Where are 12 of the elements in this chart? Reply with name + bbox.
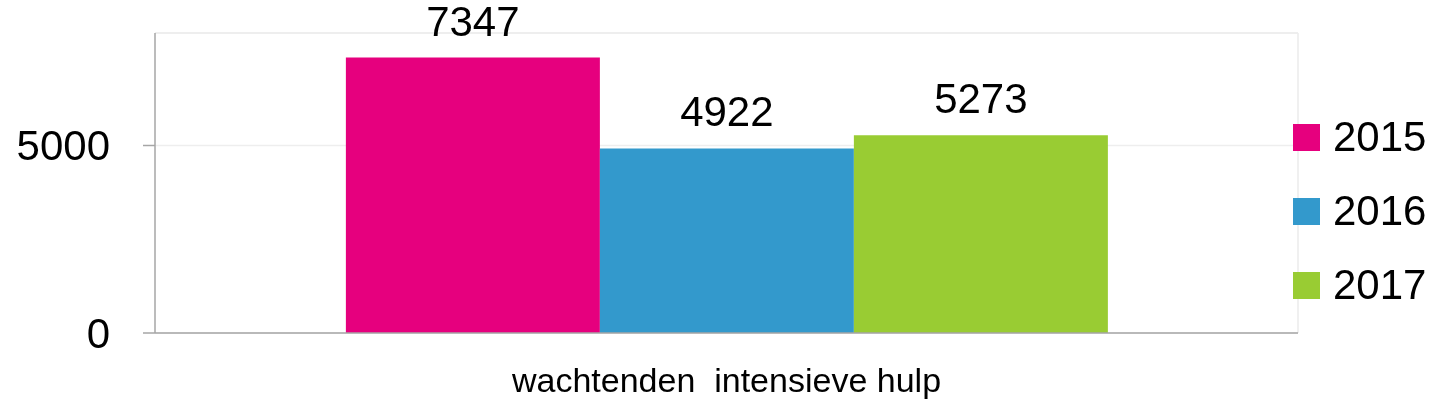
bar	[345, 57, 600, 333]
data-label: 4922	[680, 88, 774, 136]
y-tick-label: 5000	[16, 122, 110, 170]
data-label: 5273	[934, 75, 1028, 123]
legend-label: 2016	[1333, 187, 1427, 235]
bar	[853, 135, 1108, 333]
x-tick-label: wachtenden intensieve hulp	[510, 361, 942, 399]
y-tick-label: 0	[86, 309, 110, 357]
legend-label: 2015	[1333, 113, 1427, 161]
legend-label: 2017	[1333, 261, 1427, 309]
data-label: 7347	[426, 0, 520, 45]
bar	[599, 148, 854, 333]
